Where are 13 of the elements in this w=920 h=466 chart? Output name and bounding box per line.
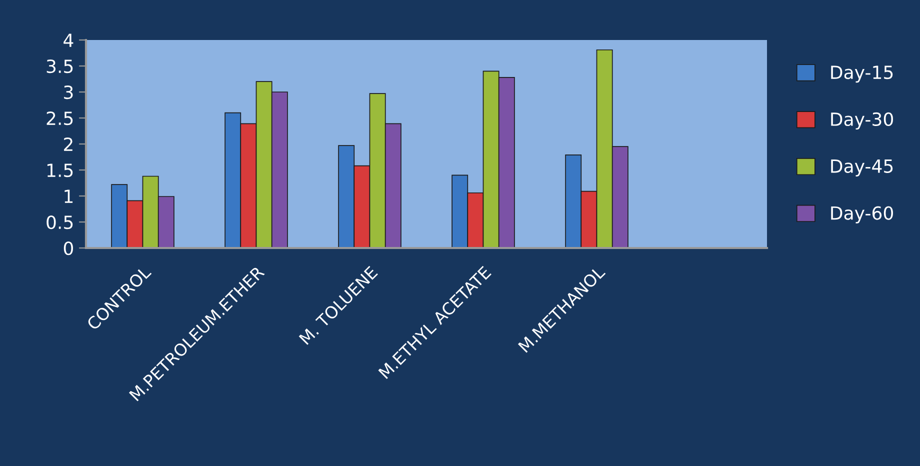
y-tick-label: 1.5: [47, 164, 73, 178]
y-tick-label: 2.5: [46, 111, 73, 126]
legend-label: Day-45: [831, 160, 893, 176]
legend-label: Day-30: [831, 112, 893, 130]
y-tick-label: 2: [64, 137, 72, 151]
y-tick-label: 3.5: [46, 59, 73, 74]
legend-label: Day-15: [831, 66, 893, 83]
y-tick-label: 4: [64, 34, 74, 47]
legend-label: Day-60: [831, 206, 893, 224]
y-tick-label: 0: [64, 241, 73, 256]
y-tick-label: 3: [64, 85, 73, 100]
y-tick-label: 1: [64, 190, 73, 203]
y-tick-label: 0.5: [46, 215, 73, 230]
